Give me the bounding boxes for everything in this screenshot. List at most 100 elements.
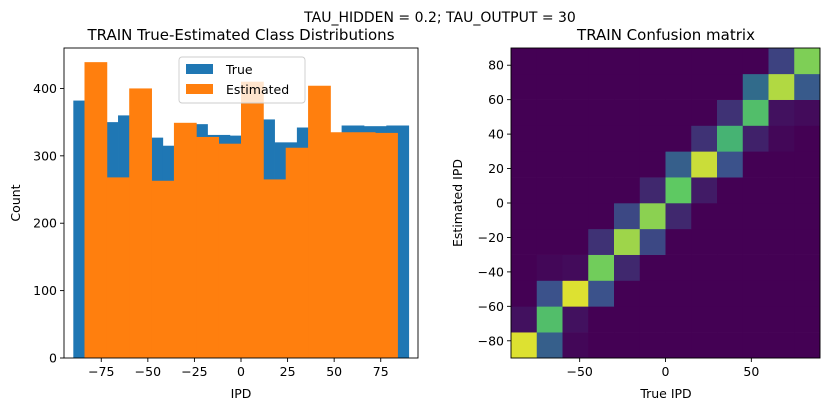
cm-cell-4-1: [536, 228, 563, 255]
cm-cell-11-4: [614, 48, 641, 75]
legend-swatch-true: [186, 64, 213, 74]
confusion-matrix-x-label: True IPD: [639, 386, 691, 401]
cm-cell-9-5: [639, 99, 666, 126]
histogram-x-ticks: −75 −50 −25 0 25 50 75: [88, 358, 389, 379]
cm-cell-0-0: [511, 332, 538, 359]
confusion-matrix-y-ticks: −80 −60 −40 −20 0 20 40 60 80: [478, 58, 511, 348]
cm-cell-5-3: [588, 203, 615, 230]
cm-cell-7-0: [511, 151, 538, 178]
cm-cell-10-11: [794, 73, 821, 100]
cm-cell-7-2: [562, 151, 589, 178]
cm-cell-6-7: [691, 177, 718, 204]
cm-cell-2-8: [717, 280, 744, 307]
cm-cell-5-2: [562, 203, 589, 230]
cm-cell-3-0: [511, 254, 538, 281]
cm-cell-8-3: [588, 125, 615, 152]
cm-cell-4-7: [691, 228, 718, 255]
x-tick-label: −75: [88, 364, 114, 379]
cm-cell-2-5: [639, 280, 666, 307]
histogram-x-label: IPD: [231, 386, 252, 401]
cm-cell-7-7: [691, 151, 718, 178]
cm-cell-11-6: [665, 48, 692, 75]
cm-cell-4-9: [742, 228, 769, 255]
cm-cell-0-3: [588, 332, 615, 359]
cm-cell-7-10: [768, 151, 795, 178]
cm-cell-4-10: [768, 228, 795, 255]
cm-cell-3-6: [665, 254, 692, 281]
bar-estimated-0: [84, 62, 108, 359]
cm-cell-8-8: [717, 125, 744, 152]
cm-cell-5-1: [536, 203, 563, 230]
cm-cell-11-8: [717, 48, 744, 75]
bar-estimated-4: [173, 122, 197, 358]
cm-cell-1-10: [768, 306, 795, 333]
cm-cell-2-9: [742, 280, 769, 307]
x-tick-label: 0: [662, 364, 670, 379]
cm-cell-11-10: [768, 48, 795, 75]
cm-cell-0-7: [691, 332, 718, 359]
cm-cell-1-9: [742, 306, 769, 333]
cm-cell-2-11: [794, 280, 821, 307]
cm-cell-7-11: [794, 151, 821, 178]
y-tick-label: 0: [496, 196, 504, 211]
cm-cell-7-5: [639, 151, 666, 178]
cm-cell-0-2: [562, 332, 589, 359]
cm-cell-0-4: [614, 332, 641, 359]
cm-cell-7-8: [717, 151, 744, 178]
cm-cell-8-10: [768, 125, 795, 152]
bar-estimated-12: [352, 132, 376, 358]
histogram-title: TRAIN True-Estimated Class Distributions: [86, 26, 394, 44]
x-tick-label: 0: [237, 364, 245, 379]
cm-cell-8-6: [665, 125, 692, 152]
cm-cell-6-5: [639, 177, 666, 204]
cm-cell-0-5: [639, 332, 666, 359]
cm-cell-10-1: [536, 73, 563, 100]
histogram-chart: TRAIN True-Estimated Class Distributions…: [8, 26, 419, 401]
bar-estimated-6: [218, 143, 242, 358]
cm-cell-9-2: [562, 99, 589, 126]
x-tick-label: −50: [566, 364, 592, 379]
cm-cell-10-10: [768, 73, 795, 100]
bar-estimated-11: [330, 132, 354, 358]
x-tick-label: 25: [280, 364, 296, 379]
cm-cell-11-11: [794, 48, 821, 75]
cm-cell-10-3: [588, 73, 615, 100]
confusion-matrix-cells: [511, 48, 821, 359]
cm-cell-1-11: [794, 306, 821, 333]
bar-estimated-13: [375, 132, 398, 358]
histogram-y-label: Count: [8, 184, 23, 221]
cm-cell-2-4: [614, 280, 641, 307]
cm-cell-9-4: [614, 99, 641, 126]
cm-cell-5-9: [742, 203, 769, 230]
cm-cell-10-6: [665, 73, 692, 100]
cm-cell-3-7: [691, 254, 718, 281]
bar-estimated-9: [285, 147, 309, 358]
cm-cell-10-7: [691, 73, 718, 100]
cm-cell-5-0: [511, 203, 538, 230]
cm-cell-2-1: [536, 280, 563, 307]
y-tick-label: 40: [488, 127, 504, 142]
cm-cell-9-7: [691, 99, 718, 126]
x-tick-label: 50: [743, 364, 759, 379]
cm-cell-3-2: [562, 254, 589, 281]
cm-cell-5-8: [717, 203, 744, 230]
cm-cell-2-0: [511, 280, 538, 307]
cm-cell-1-5: [639, 306, 666, 333]
cm-cell-9-9: [742, 99, 769, 126]
cm-cell-11-3: [588, 48, 615, 75]
y-tick-label: 400: [33, 81, 57, 96]
cm-cell-10-5: [639, 73, 666, 100]
cm-cell-2-10: [768, 280, 795, 307]
bar-estimated-3: [151, 180, 175, 358]
y-tick-label: −60: [478, 299, 504, 314]
cm-cell-9-3: [588, 99, 615, 126]
cm-cell-1-0: [511, 306, 538, 333]
cm-cell-6-3: [588, 177, 615, 204]
cm-cell-1-1: [536, 306, 563, 333]
legend-swatch-estimated: [186, 84, 213, 94]
confusion-matrix-x-ticks: −50 0 50: [566, 358, 759, 379]
cm-cell-7-1: [536, 151, 563, 178]
cm-cell-7-4: [614, 151, 641, 178]
bar-estimated-8: [263, 179, 287, 358]
